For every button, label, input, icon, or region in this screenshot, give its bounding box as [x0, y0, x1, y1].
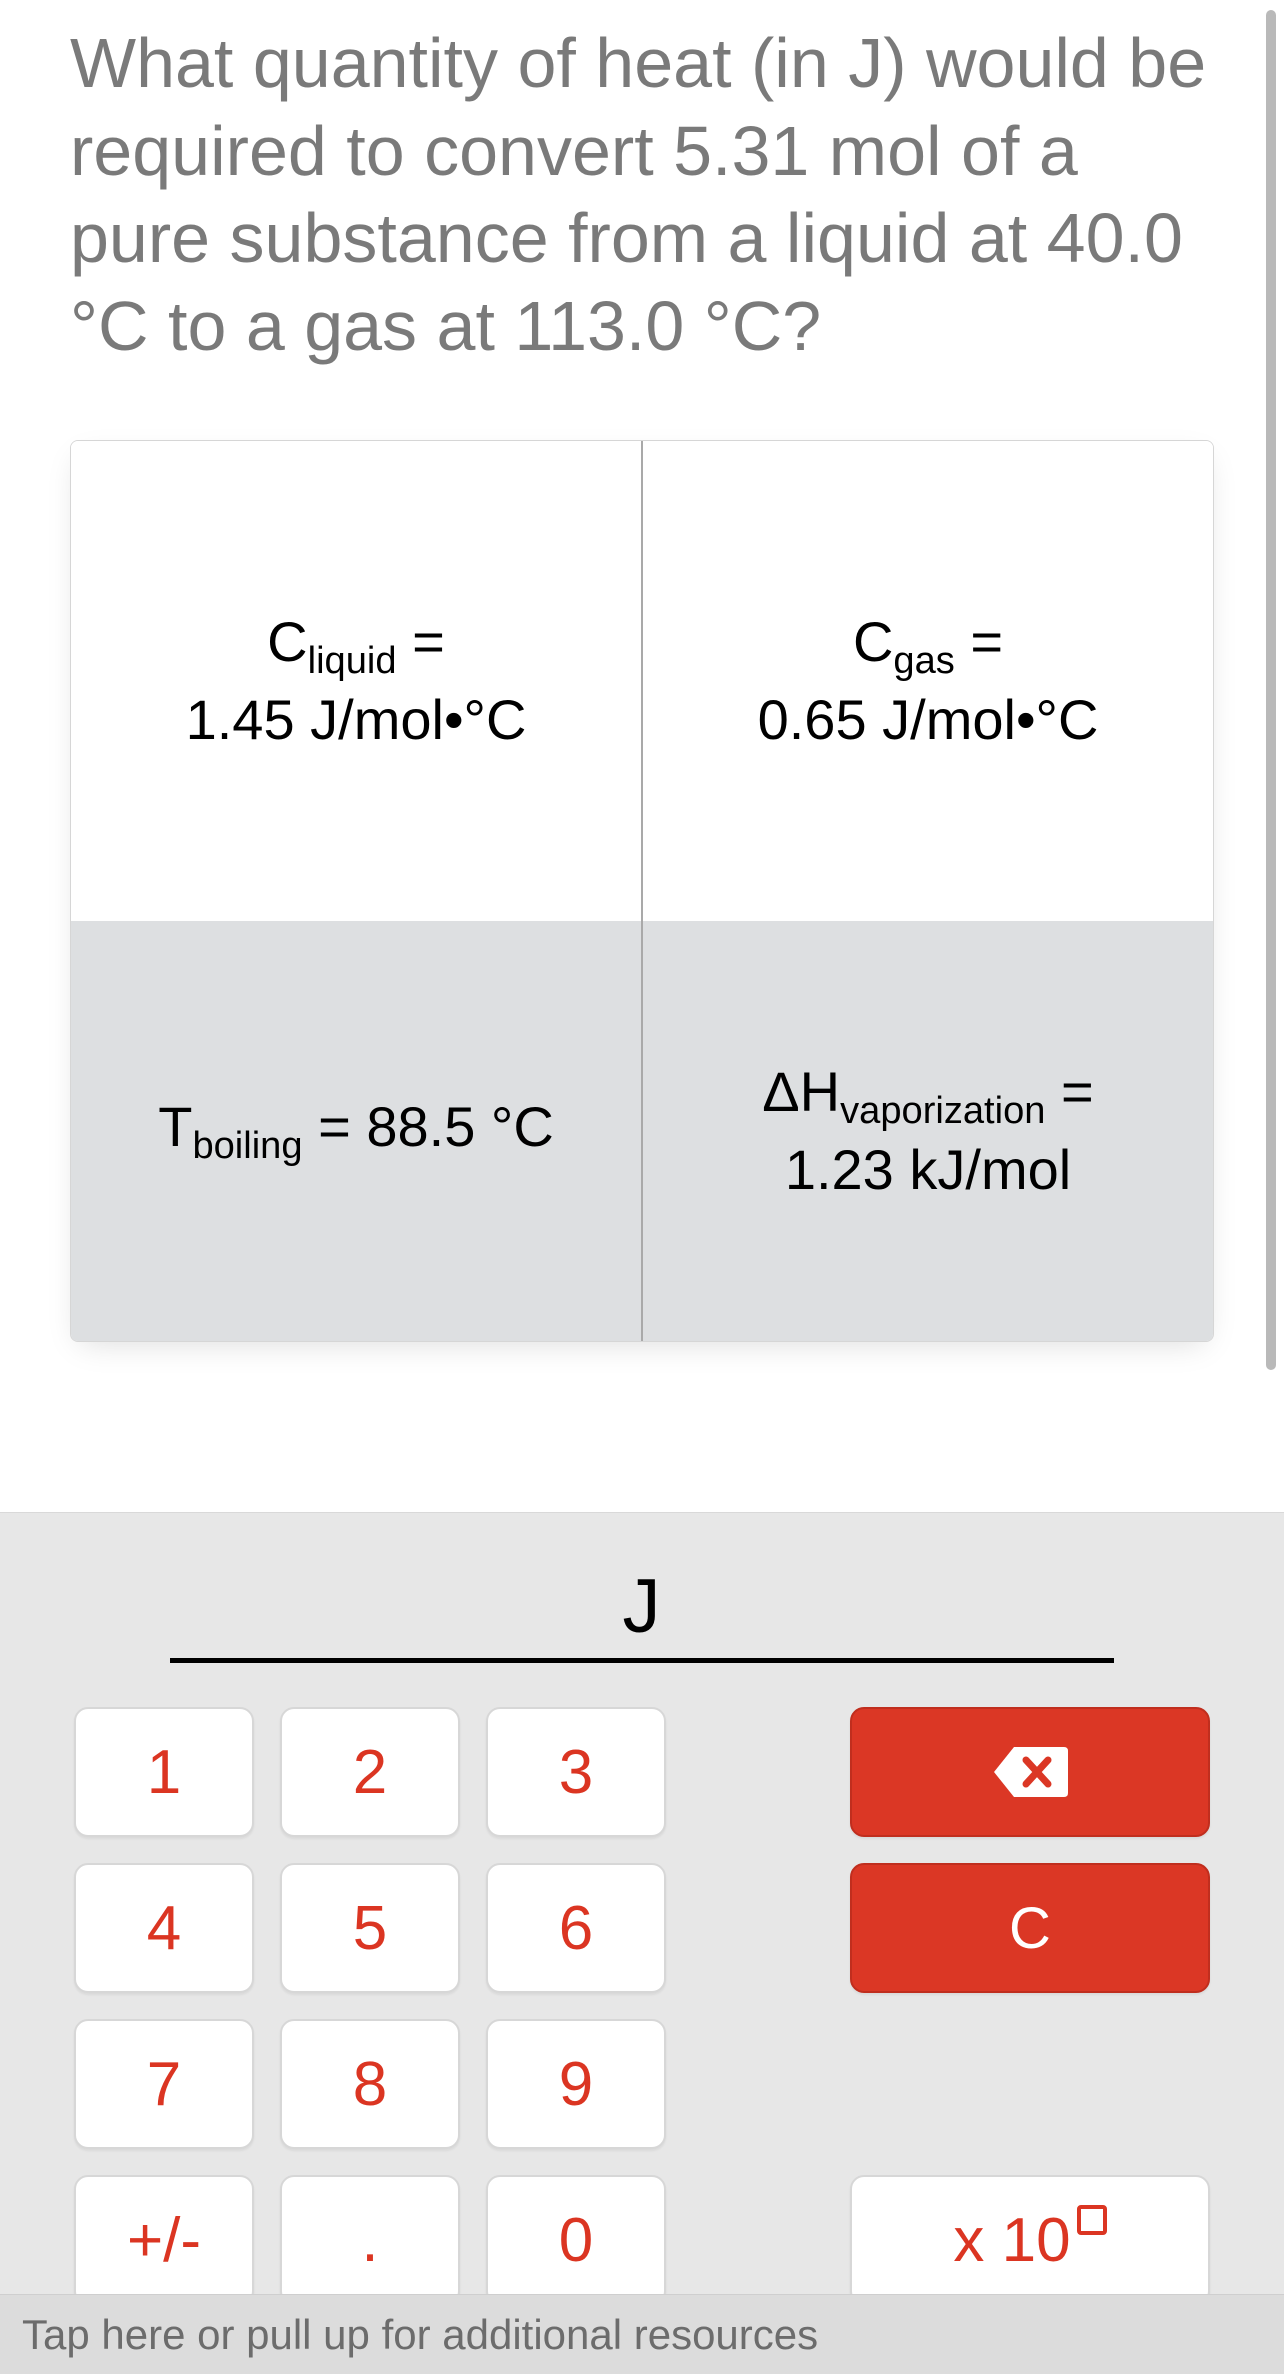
c-liquid-sub: liquid [308, 640, 397, 682]
cell-c-liquid: Cliquid = 1.45 J/mol•°C [71, 441, 641, 921]
table-row: Tboiling = 88.5 °C ΔHvaporization = 1.23… [71, 921, 1213, 1341]
dh-vap-sub: vaporization [840, 1090, 1045, 1132]
keypad: 1 2 3 4 5 6 C 7 8 9 +/- . 0 x [0, 1679, 1284, 2305]
dh-vap-label: ΔHvaporization = [762, 1057, 1093, 1136]
key-6[interactable]: 6 [486, 1863, 666, 1993]
c-liquid-prefix: C [267, 610, 307, 673]
exponent-box-icon [1077, 2205, 1107, 2235]
dh-vap-value: 1.23 kJ/mol [785, 1135, 1071, 1205]
key-0[interactable]: 0 [486, 2175, 666, 2305]
key-3[interactable]: 3 [486, 1707, 666, 1837]
backspace-icon [992, 1743, 1068, 1801]
c-gas-label: Cgas = [853, 607, 1003, 686]
c-liquid-label: Cliquid = [267, 607, 445, 686]
cell-t-boiling: Tboiling = 88.5 °C [71, 921, 641, 1341]
table-row: Cliquid = 1.45 J/mol•°C Cgas = 0.65 J/mo… [71, 441, 1213, 921]
key-scientific-notation[interactable]: x 10 [850, 2175, 1210, 2305]
footer-text: Tap here or pull up for additional resou… [22, 2311, 818, 2359]
c-gas-sub: gas [893, 640, 954, 682]
substance-data-table: Cliquid = 1.45 J/mol•°C Cgas = 0.65 J/mo… [70, 440, 1214, 1342]
c-liquid-suffix: = [397, 610, 445, 673]
t-boiling-sub: boiling [192, 1125, 302, 1167]
sci-label: x 10 [953, 2205, 1070, 2276]
resources-drawer-handle[interactable]: Tap here or pull up for additional resou… [0, 2294, 1284, 2374]
t-boiling-value: 88.5 °C [366, 1095, 553, 1158]
key-1[interactable]: 1 [74, 1707, 254, 1837]
key-4[interactable]: 4 [74, 1863, 254, 1993]
key-8[interactable]: 8 [280, 2019, 460, 2149]
key-2[interactable]: 2 [280, 1707, 460, 1837]
c-gas-suffix: = [955, 610, 1003, 673]
key-9[interactable]: 9 [486, 2019, 666, 2149]
dh-vap-prefix: ΔH [762, 1060, 840, 1123]
key-plus-minus[interactable]: +/- [74, 2175, 254, 2305]
t-boiling-suffix: = [303, 1095, 367, 1158]
key-7[interactable]: 7 [74, 2019, 254, 2149]
cell-dh-vaporization: ΔHvaporization = 1.23 kJ/mol [641, 921, 1213, 1341]
answer-panel: J 1 2 3 4 5 6 C 7 8 9 +/- . [0, 1512, 1284, 2374]
backspace-button[interactable] [850, 1707, 1210, 1837]
key-5[interactable]: 5 [280, 1863, 460, 1993]
clear-button[interactable]: C [850, 1863, 1210, 1993]
c-gas-value: 0.65 J/mol•°C [758, 685, 1099, 755]
answer-input[interactable]: J [170, 1543, 1114, 1663]
c-gas-prefix: C [853, 610, 893, 673]
t-boiling-prefix: T [158, 1095, 192, 1158]
c-liquid-value: 1.45 J/mol•°C [186, 685, 527, 755]
t-boiling-label: Tboiling = 88.5 °C [158, 1092, 554, 1171]
cell-c-gas: Cgas = 0.65 J/mol•°C [641, 441, 1213, 921]
scrollbar[interactable] [1266, 10, 1276, 1370]
page-root: What quantity of heat (in J) would be re… [0, 0, 1284, 2374]
key-decimal[interactable]: . [280, 2175, 460, 2305]
question-text: What quantity of heat (in J) would be re… [0, 0, 1284, 410]
dh-vap-suffix: = [1045, 1060, 1093, 1123]
answer-unit-label: J [623, 1563, 662, 1650]
